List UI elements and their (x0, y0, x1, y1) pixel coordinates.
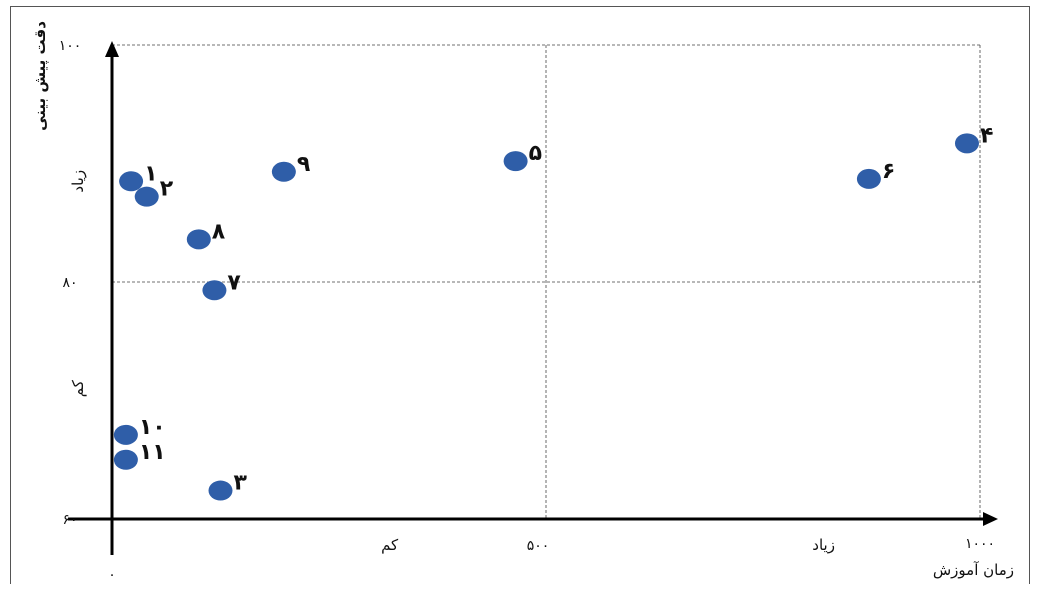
data-point-label: ۵ (529, 141, 542, 166)
y-region-label: زیاد (69, 170, 87, 193)
data-point (856, 168, 881, 189)
data-point (119, 171, 144, 192)
data-point (208, 480, 233, 501)
data-point-label: ۸ (212, 219, 226, 244)
x-axis-title: زمان آموزش (933, 561, 1014, 579)
data-point-label: ۱ (144, 161, 157, 186)
data-point (271, 161, 296, 182)
y-axis-arrowhead (105, 41, 119, 57)
x-region-label: زیاد (812, 536, 835, 554)
data-point (202, 280, 227, 301)
data-point-label: ۶ (882, 159, 895, 184)
y-axis-title: دقت پیش بینی (31, 21, 50, 131)
data-point-label: ۹ (297, 152, 310, 177)
tick-labels: ۰ ۵۰۰ ۱۰۰۰ ۶۰ ۸۰ ۱۰۰ کم زیاد زیاد کم (59, 38, 995, 583)
data-point (113, 449, 138, 470)
grid-lines (112, 44, 981, 519)
data-point (954, 133, 979, 154)
x-region-label: کم (381, 536, 399, 554)
y-region-label: کم (69, 379, 87, 397)
data-point-label: ۲ (160, 177, 174, 202)
data-point (186, 229, 211, 250)
axes (68, 41, 998, 555)
x-axis-arrowhead (983, 512, 998, 526)
y-tick-label: ۸۰ (62, 275, 77, 291)
y-tick-label: ۱۰۰ (59, 38, 82, 54)
data-point-label: ۱۱ (139, 440, 166, 465)
chart-frame (10, 6, 1030, 584)
y-tick-label: ۶۰ (62, 512, 77, 528)
x-tick-label: ۰ (108, 567, 116, 583)
axis-labels: زمان آموزش دقت پیش بینی (31, 21, 1014, 579)
x-tick-label: ۵۰۰ (527, 538, 550, 554)
data-point-label: ۷ (227, 270, 241, 295)
data-point (134, 186, 159, 207)
data-point-label: ۳ (234, 471, 248, 496)
x-tick-label: ۱۰۰۰ (965, 536, 995, 552)
data-point-label: ۱۰ (139, 415, 166, 440)
data-point-label: ۴ (980, 123, 993, 148)
data-point (113, 424, 138, 445)
data-point (503, 151, 528, 172)
